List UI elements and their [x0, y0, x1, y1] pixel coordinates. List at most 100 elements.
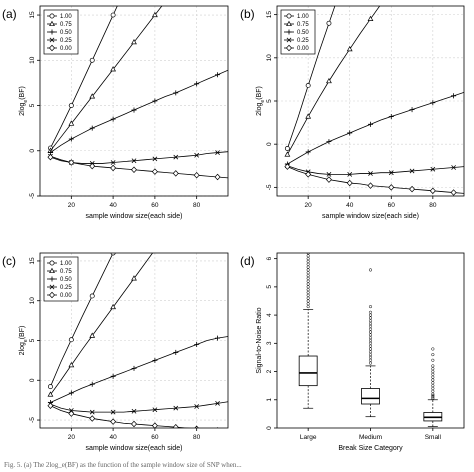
point-marker-0.75	[68, 120, 75, 126]
point-marker-0.50	[194, 341, 200, 347]
x-tick-label: 80	[193, 434, 201, 441]
legend-entry: 0.50	[297, 30, 309, 36]
point-marker-1.00	[89, 57, 95, 63]
point-marker-0.50	[326, 139, 332, 145]
point-marker-0.25	[194, 404, 200, 409]
legend-marker	[286, 13, 292, 19]
legend: 1.00 0.75 0.50 0.25 0.00	[43, 9, 79, 55]
outlier-point	[431, 384, 435, 388]
outlier-point	[306, 254, 310, 258]
point-marker-0.50	[89, 125, 95, 131]
legend-entry: 0.50	[60, 30, 72, 36]
point-marker-0.00	[429, 187, 436, 195]
x-axis-label: Break Size Category	[338, 445, 403, 452]
y-tick-label: 15	[266, 11, 273, 19]
series-line-0.25	[50, 151, 228, 164]
point-marker-0.50	[89, 381, 95, 387]
point-marker-0.25	[388, 170, 394, 176]
y-tick-label: 5	[266, 285, 273, 289]
x-tick-label: 20	[68, 202, 76, 209]
outlier-point	[306, 299, 310, 303]
x-tick-label: 80	[429, 202, 437, 209]
y-axis-label: Signal-to-Noise Ratio	[256, 307, 263, 373]
legend-entry: 1.00	[297, 14, 309, 20]
legend-marker	[49, 260, 55, 266]
x-tick-label: Small	[425, 434, 442, 441]
series-group	[284, 6, 464, 196]
x-tick-label: 40	[109, 202, 117, 209]
point-marker-0.25	[89, 409, 95, 415]
outlier-point	[368, 330, 373, 334]
outlier-point	[306, 285, 310, 289]
legend-marker	[286, 37, 292, 43]
y-tick-label: -5	[266, 184, 273, 190]
legend-marker	[49, 267, 55, 274]
legend-marker	[286, 44, 292, 52]
point-marker-0.50	[409, 107, 415, 113]
outlier-point	[306, 253, 310, 255]
series-line-0.25	[287, 165, 464, 175]
outlier-point	[306, 293, 310, 297]
point-marker-0.00	[89, 415, 96, 422]
series-group	[47, 253, 228, 428]
boxplot-panel: 0 1 2 3 4 5 6 Large Medium Small Break Size Catego…	[256, 252, 465, 452]
outlier-point	[306, 271, 310, 275]
point-marker-0.50	[215, 335, 221, 341]
point-marker-0.25	[347, 172, 353, 177]
x-tick-label: 60	[388, 202, 396, 209]
legend-marker	[49, 29, 55, 35]
outlier-point	[368, 341, 373, 345]
y-tick-label: 10	[29, 297, 36, 305]
point-marker-0.50	[347, 130, 353, 136]
box-Medium	[361, 268, 380, 418]
outlier-point	[306, 257, 310, 261]
series-line-1.00	[50, 253, 114, 387]
x-tick-label: 40	[109, 434, 117, 441]
panel-label: (a)	[2, 7, 17, 21]
point-marker-0.25	[451, 165, 456, 170]
legend-marker	[49, 20, 55, 27]
point-marker-0.50	[194, 81, 200, 87]
y-tick-label: 5	[29, 338, 36, 342]
x-tick-label: 80	[193, 202, 201, 209]
point-marker-0.50	[451, 93, 457, 99]
outlier-point	[431, 347, 435, 351]
x-tick-label: 20	[68, 434, 76, 441]
outlier-point	[368, 322, 373, 326]
point-marker-1.00	[284, 146, 290, 151]
point-marker-1.00	[110, 253, 116, 256]
legend: 1.00 0.75 0.50 0.25 0.00	[280, 9, 316, 55]
point-marker-0.75	[68, 361, 75, 368]
legend-entry: 0.00	[60, 293, 72, 299]
point-marker-0.75	[151, 11, 158, 18]
outlier-point	[368, 333, 373, 337]
point-marker-0.25	[110, 409, 116, 415]
outlier-point	[306, 279, 310, 283]
legend-marker	[49, 13, 55, 19]
point-marker-0.50	[388, 114, 394, 120]
point-marker-1.00	[305, 83, 311, 88]
outlier-point	[431, 367, 435, 371]
outlier-point	[368, 336, 373, 340]
x-axis-label: sample window size(each side)	[86, 213, 183, 220]
outlier-point	[368, 358, 373, 362]
outlier-point	[306, 305, 310, 309]
outlier-point	[431, 381, 435, 385]
point-marker-0.25	[215, 400, 220, 406]
y-axis-label: 2loge(BF)	[19, 86, 29, 116]
legend-entry: 1.00	[60, 14, 72, 20]
line-chart-panel-2: 20 40 60 80 -5 0 5 10 15 sample window size(each …	[19, 252, 229, 452]
point-marker-0.75	[367, 15, 374, 21]
series-line-1.00	[287, 6, 336, 149]
series-group	[47, 6, 228, 181]
point-marker-0.50	[367, 121, 374, 127]
point-marker-0.25	[152, 407, 158, 413]
outlier-point	[368, 310, 373, 314]
outlier-point	[306, 274, 310, 278]
series-line-0.00	[287, 166, 464, 194]
point-marker-0.75	[305, 113, 312, 119]
legend-entry: 0.75	[60, 22, 72, 28]
outlier-point	[368, 361, 373, 365]
legend-entry: 0.75	[297, 22, 309, 28]
point-marker-0.00	[284, 163, 291, 170]
